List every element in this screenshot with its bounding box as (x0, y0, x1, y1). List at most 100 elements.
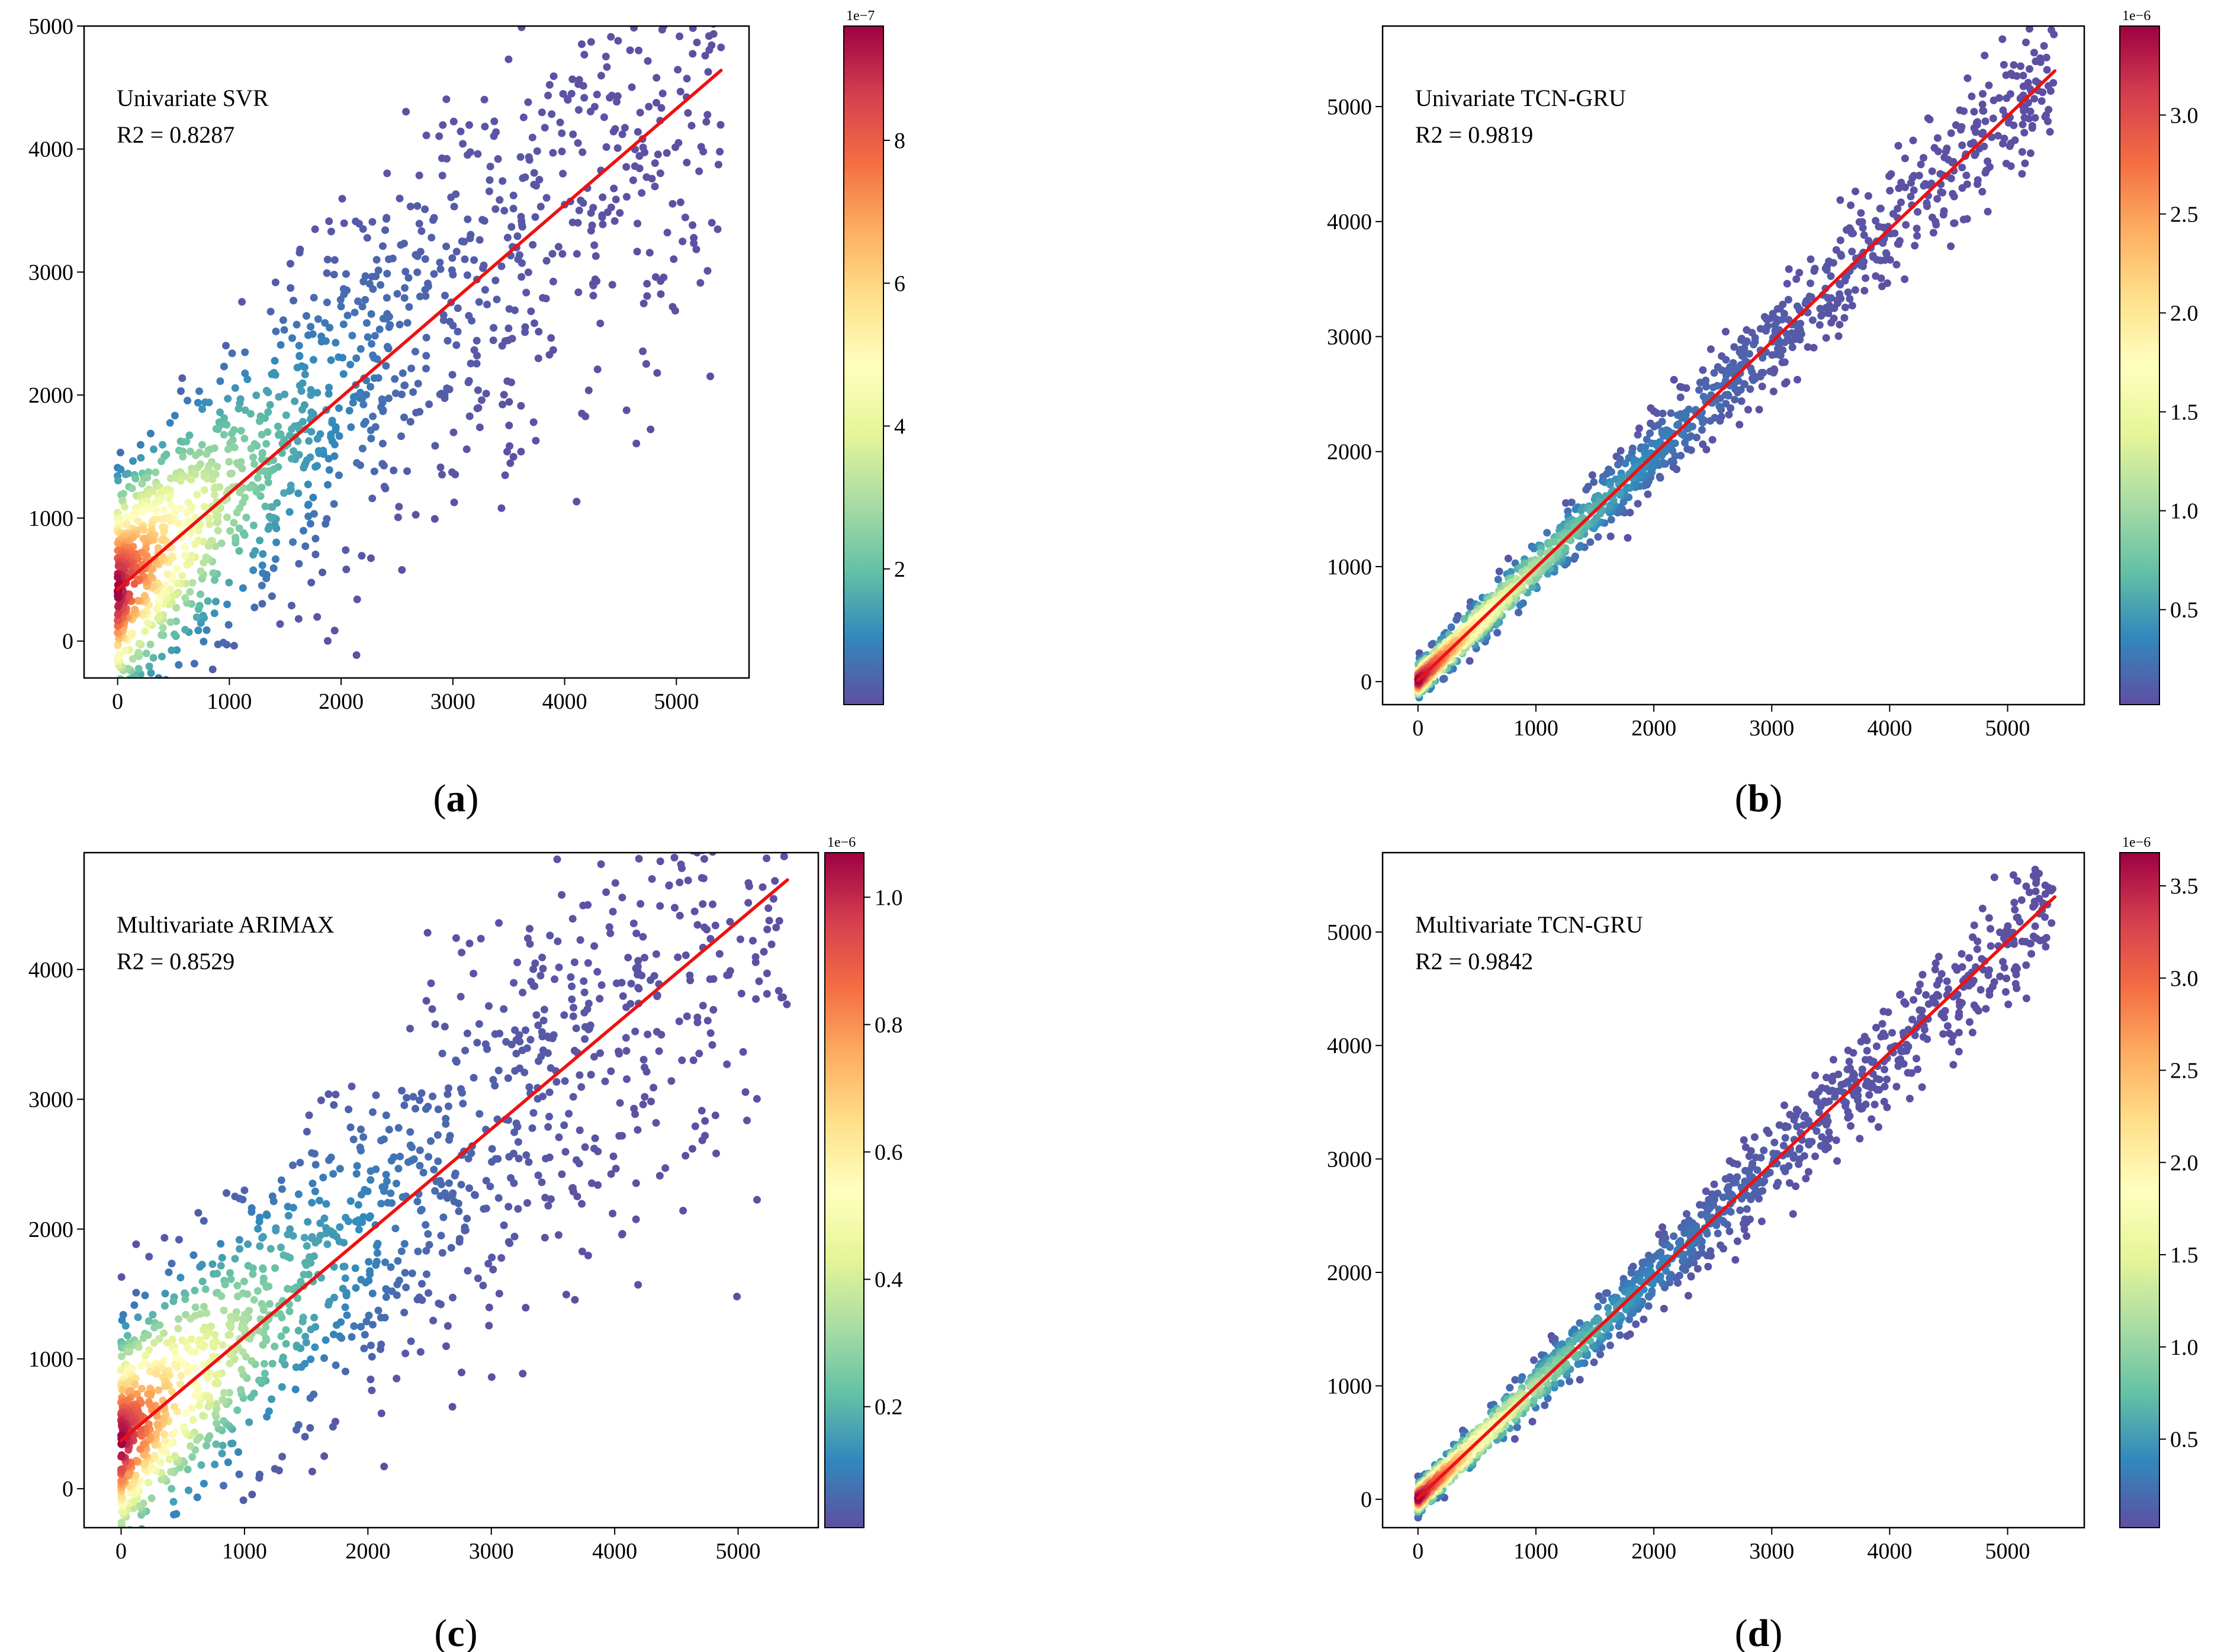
scatter-point (304, 480, 312, 488)
scatter-point (621, 124, 629, 132)
scatter-point (739, 827, 747, 834)
scatter-point (406, 203, 414, 211)
scatter-point (2022, 961, 2030, 969)
scatter-point (644, 57, 652, 65)
scatter-point (634, 984, 642, 992)
scatter-point (338, 195, 346, 203)
panel-label-part: c (447, 1612, 464, 1652)
scatter-point (325, 466, 333, 474)
scatter-point (561, 1077, 569, 1085)
scatter-point (506, 442, 513, 450)
scatter-point (135, 699, 143, 707)
scatter-point (261, 1370, 269, 1378)
scatter-point (311, 1187, 319, 1195)
scatter-point (249, 1270, 257, 1278)
scatter-point (130, 580, 139, 588)
scatter-point (1862, 274, 1870, 282)
scatter-point (1965, 1018, 1974, 1026)
scatter-point (513, 958, 522, 966)
scatter-point (118, 1316, 126, 1325)
scatter-point (689, 635, 696, 642)
scatter-point (1511, 1375, 1519, 1384)
scatter-point (1884, 1008, 1892, 1016)
scatter-point (676, 911, 684, 920)
scatter-point (253, 474, 262, 482)
scatter-point (1937, 188, 1945, 196)
r2-value: R2 = 0.8529 (117, 948, 234, 975)
scatter-point (2016, 918, 2024, 926)
y-tick-label: 2000 (28, 383, 73, 408)
scatter-point (236, 488, 244, 496)
scatter-point (250, 1296, 258, 1304)
scatter-point (368, 218, 377, 226)
scatter-point (531, 213, 539, 221)
scatter-point (475, 236, 484, 244)
scatter-point (233, 1406, 242, 1415)
scatter-point (726, 918, 734, 926)
scatter-point (580, 977, 588, 985)
scatter-point (188, 1404, 196, 1412)
scatter-point (387, 1263, 395, 1271)
scatter-point (1683, 445, 1692, 453)
scatter-point (301, 1332, 310, 1341)
scatter-point (134, 1343, 143, 1351)
scatter-point (191, 1303, 200, 1312)
scatter-point (1833, 1157, 1841, 1165)
scatter-point (325, 384, 333, 391)
scatter-point (320, 1354, 328, 1362)
scatter-point (471, 1191, 478, 1199)
scatter-point (248, 1357, 256, 1365)
scatter-point (1958, 184, 1966, 192)
scatter-point (387, 1189, 395, 1197)
scatter-point (569, 130, 577, 139)
scatter-point (2026, 149, 2035, 158)
scatter-point (245, 1418, 253, 1426)
scatter-point (1576, 542, 1585, 550)
scatter-point (458, 1368, 465, 1377)
scatter-point (641, 1063, 648, 1072)
scatter-point (760, 769, 768, 777)
scatter-point (175, 1236, 183, 1244)
scatter-point (596, 1049, 605, 1058)
scatter-point (189, 1251, 198, 1259)
scatter-point (1757, 369, 1766, 377)
scatter-point (689, 50, 697, 58)
scatter-point (200, 1480, 208, 1488)
scatter-points (114, 26, 725, 748)
scatter-point (573, 250, 581, 258)
scatter-point (413, 1197, 422, 1206)
scatter-point (643, 279, 651, 288)
scatter-point (144, 1390, 152, 1398)
scatter-point (2019, 72, 2027, 80)
scatter-point (463, 271, 471, 279)
scatter-point (398, 390, 406, 398)
scatter-point (248, 1490, 256, 1499)
scatter-point (650, 1084, 658, 1092)
scatter-point (1874, 1123, 1882, 1131)
scatter-point (224, 445, 232, 454)
scatter-point (377, 1341, 385, 1348)
scatter-point (393, 1374, 401, 1383)
scatter-point (294, 1294, 301, 1302)
scatter-point (605, 923, 613, 931)
scatter-point (188, 578, 197, 587)
scatter-point (530, 181, 538, 189)
scatter-point (1928, 167, 1936, 175)
scatter-point (514, 1138, 522, 1146)
scatter-point (1607, 468, 1615, 476)
scatter-point (277, 1332, 285, 1341)
scatter-point (199, 1412, 207, 1420)
scatter-point (173, 1363, 181, 1371)
scatter-point (478, 396, 486, 404)
scatter-point (116, 741, 124, 748)
scatter-point (1968, 92, 1976, 101)
scatter-point (1654, 459, 1662, 467)
scatter-point (357, 1125, 365, 1133)
scatter-point (1747, 364, 1755, 372)
scatter-point (330, 271, 338, 279)
scatter-point (359, 400, 368, 409)
scatter-point (1590, 478, 1598, 486)
scatter-point (1825, 1128, 1833, 1136)
scatter-point (328, 416, 336, 425)
scatter-point (1931, 965, 1939, 973)
